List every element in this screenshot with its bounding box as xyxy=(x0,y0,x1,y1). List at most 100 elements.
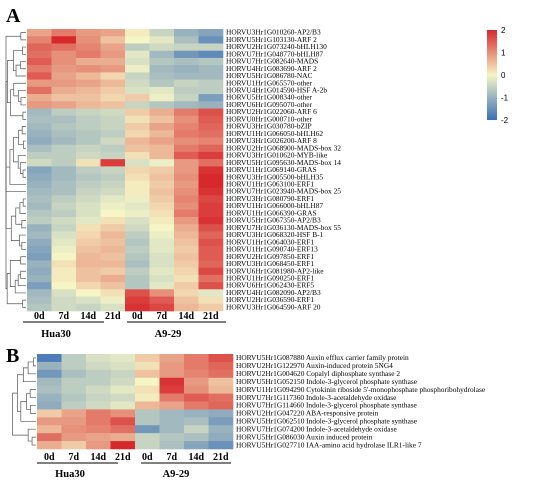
cell-r3-c6 xyxy=(174,50,199,59)
cell-r9-c0 xyxy=(27,94,52,102)
cell-r1-c5 xyxy=(159,361,185,371)
column-label: 14d xyxy=(90,452,106,463)
cell-r11-c7 xyxy=(208,441,234,450)
cell-r8-c2 xyxy=(76,86,101,95)
row-label: HORVU2Hr1G004620 Copalyl diphosphate syn… xyxy=(236,369,400,378)
cell-r27-c1 xyxy=(51,224,77,232)
cell-r11-c7 xyxy=(198,108,224,117)
dendrogram-branch xyxy=(20,32,26,41)
row-label: HORVU3Hr1G030780-bZIP xyxy=(226,122,312,131)
cell-r24-c0 xyxy=(27,202,52,211)
row-label: HORVU3Hr1G005500-bHLH35 xyxy=(226,172,323,181)
cell-r4-c6 xyxy=(174,57,199,66)
cell-r5-c2 xyxy=(86,393,111,402)
cell-r17-c3 xyxy=(100,151,126,160)
cell-r10-c0 xyxy=(37,433,62,442)
row-label: HORVU1Hr1G069140-GRAS xyxy=(226,165,317,174)
cell-r31-c5 xyxy=(149,253,175,261)
cell-r9-c1 xyxy=(51,94,77,102)
cell-r7-c7 xyxy=(198,79,224,88)
panel-a-group-labels: Hua30 A9-29 xyxy=(23,321,226,340)
cell-r11-c1 xyxy=(61,441,87,450)
cell-r3-c4 xyxy=(135,377,160,386)
panel-a-group-label-2: A9-29 xyxy=(155,329,182,340)
cell-r3-c2 xyxy=(76,50,101,59)
cell-r23-c6 xyxy=(174,195,199,203)
cell-r27-c4 xyxy=(125,224,150,232)
cell-r2-c7 xyxy=(208,369,234,379)
cell-r10-c7 xyxy=(208,433,234,442)
row-label: HORVU2Hr1G022060-ARF 6 xyxy=(226,107,317,116)
cell-r32-c2 xyxy=(76,260,101,268)
cell-r1-c2 xyxy=(76,36,101,44)
cell-r8-c5 xyxy=(149,86,175,95)
cell-r10-c5 xyxy=(149,101,175,109)
cell-r13-c6 xyxy=(174,123,199,131)
cell-r2-c0 xyxy=(27,43,52,51)
cell-r6-c0 xyxy=(37,401,62,410)
cell-r14-c0 xyxy=(27,130,52,138)
cell-r13-c5 xyxy=(149,123,175,131)
cell-r8-c4 xyxy=(125,86,150,95)
cell-r16-c6 xyxy=(174,144,199,153)
legend-tick-label: 2 xyxy=(501,26,506,35)
cell-r21-c4 xyxy=(125,180,150,189)
cell-r36-c4 xyxy=(125,289,150,297)
dendrogram-branch xyxy=(31,436,36,446)
row-label: HORVU6Hr1G062430-ERF5 xyxy=(226,281,314,290)
cell-r8-c3 xyxy=(100,86,126,95)
cell-r23-c5 xyxy=(149,195,175,203)
cell-r26-c1 xyxy=(51,217,77,225)
cell-r32-c7 xyxy=(198,260,224,268)
cell-r35-c1 xyxy=(51,282,77,290)
cell-r0-c5 xyxy=(159,354,185,363)
row-label: HORVU5Hr1G067350-AP2/B3 xyxy=(226,216,321,225)
cell-r38-c5 xyxy=(149,303,175,312)
dendrogram-branch xyxy=(5,107,8,289)
panel-b-group-label-1: Hua30 xyxy=(55,469,85,480)
cell-r33-c5 xyxy=(149,267,175,276)
cell-r19-c0 xyxy=(27,166,52,174)
cell-r16-c5 xyxy=(149,144,175,153)
panel-b-column-labels: 0d 7d 14d 21d 0d 7d 14d 21d xyxy=(44,452,229,463)
cell-r7-c4 xyxy=(125,79,150,88)
cell-r21-c6 xyxy=(174,180,199,189)
cell-r19-c7 xyxy=(198,166,224,174)
cell-r35-c4 xyxy=(125,282,150,290)
dendrogram-branch xyxy=(20,256,26,265)
row-label: HORVU7Hr1G048770-bHLH87 xyxy=(226,49,323,58)
cell-r12-c6 xyxy=(174,115,199,124)
cell-r11-c1 xyxy=(51,108,77,117)
cell-r35-c2 xyxy=(76,282,101,290)
cell-r3-c5 xyxy=(149,50,175,59)
cell-r0-c7 xyxy=(198,29,224,37)
cell-r9-c6 xyxy=(184,425,209,434)
cell-r3-c7 xyxy=(208,377,234,386)
dendrogram-branch xyxy=(17,90,26,102)
column-label: 7d xyxy=(166,452,177,463)
row-label: HORVU5Hr1G062510 Indole-3-glycerol phosp… xyxy=(236,417,418,426)
row-label: HORVU7Hr1G074200 Indole-3-acetaldehyde o… xyxy=(236,424,397,433)
cell-r5-c3 xyxy=(100,65,126,73)
cell-r24-c7 xyxy=(198,202,224,211)
cell-r37-c5 xyxy=(149,296,175,305)
cell-r16-c0 xyxy=(27,144,52,153)
row-label: HORVU2Hr1G068900-MADS-box 32 xyxy=(226,143,341,152)
row-label: HORVU1Hr1G066050-bHLH62 xyxy=(226,129,323,138)
cell-r32-c5 xyxy=(149,260,175,268)
row-label: HORVU3Hr1G068320-HSF B-1 xyxy=(226,230,324,239)
cell-r9-c2 xyxy=(76,94,101,102)
row-label: HORVU5Hr1G052150 Indole-3-glycerol phosp… xyxy=(236,377,418,386)
cell-r37-c0 xyxy=(27,296,52,305)
cell-r18-c2 xyxy=(76,159,101,167)
row-label: HORVU5Hr1G103130-ARF 2 xyxy=(226,35,317,44)
cell-r14-c4 xyxy=(125,130,150,138)
cell-r9-c1 xyxy=(61,425,87,434)
cell-r4-c1 xyxy=(51,57,77,66)
cell-r33-c2 xyxy=(76,267,101,276)
cell-r13-c2 xyxy=(76,123,101,131)
cell-r6-c6 xyxy=(184,401,209,410)
cell-r7-c6 xyxy=(174,79,199,88)
column-label: 7d xyxy=(68,452,79,463)
